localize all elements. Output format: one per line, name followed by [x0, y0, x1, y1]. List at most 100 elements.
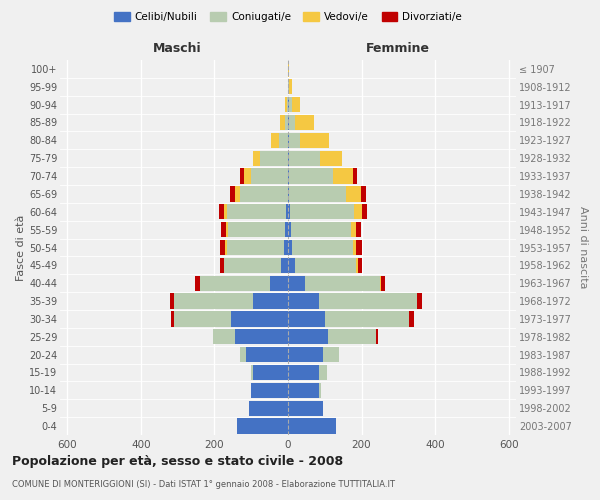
Text: Popolazione per età, sesso e stato civile - 2008: Popolazione per età, sesso e stato civil… [12, 455, 343, 468]
Bar [295, 115, 314, 130]
Text: Femmine: Femmine [367, 42, 430, 54]
Bar [290, 222, 351, 237]
Bar [220, 258, 224, 273]
Bar [171, 312, 174, 326]
Bar [354, 204, 362, 220]
Bar [289, 133, 300, 148]
Bar [319, 383, 321, 398]
Bar [353, 240, 356, 255]
Bar [253, 294, 288, 308]
Bar [356, 258, 358, 273]
Bar [174, 312, 231, 326]
Bar [251, 365, 253, 380]
Bar [287, 97, 288, 112]
Bar [417, 294, 422, 308]
Bar [300, 133, 329, 148]
Bar [235, 186, 240, 202]
Bar [295, 258, 356, 273]
Bar [224, 204, 227, 220]
Bar [251, 383, 288, 398]
Bar [288, 133, 289, 148]
Bar [286, 97, 287, 112]
Bar [225, 240, 227, 255]
Bar [292, 97, 300, 112]
Bar [285, 222, 288, 237]
Bar [346, 186, 361, 202]
Bar [356, 222, 361, 237]
Bar [333, 168, 353, 184]
Bar [351, 222, 356, 237]
Y-axis label: Fasce di età: Fasce di età [16, 214, 26, 280]
Bar [253, 365, 288, 380]
Bar [286, 204, 288, 220]
Bar [288, 62, 289, 76]
Bar [196, 276, 200, 291]
Bar [323, 347, 340, 362]
Bar [409, 312, 414, 326]
Bar [288, 150, 289, 166]
Bar [289, 79, 292, 94]
Bar [244, 168, 251, 184]
Bar [174, 294, 253, 308]
Bar [236, 418, 288, 434]
Bar [288, 312, 325, 326]
Bar [271, 133, 279, 148]
Bar [220, 240, 225, 255]
Bar [288, 258, 295, 273]
Text: Maschi: Maschi [154, 42, 202, 54]
Bar [380, 276, 385, 291]
Bar [226, 222, 228, 237]
Bar [290, 204, 354, 220]
Bar [356, 240, 362, 255]
Bar [251, 168, 288, 184]
Bar [281, 258, 288, 273]
Bar [289, 97, 292, 112]
Bar [170, 294, 174, 308]
Bar [288, 276, 305, 291]
Bar [288, 79, 289, 94]
Bar [240, 347, 246, 362]
Bar [230, 186, 235, 202]
Bar [219, 204, 224, 220]
Bar [376, 329, 378, 344]
Bar [289, 186, 346, 202]
Bar [250, 400, 288, 416]
Bar [285, 115, 288, 130]
Bar [288, 383, 319, 398]
Bar [288, 294, 319, 308]
Bar [240, 186, 288, 202]
Bar [328, 329, 376, 344]
Bar [288, 186, 289, 202]
Bar [228, 222, 285, 237]
Bar [358, 258, 362, 273]
Bar [221, 222, 226, 237]
Bar [319, 365, 326, 380]
Bar [305, 276, 380, 291]
Bar [280, 115, 285, 130]
Text: COMUNE DI MONTERIGGIONI (SI) - Dati ISTAT 1° gennaio 2008 - Elaborazione TUTTITA: COMUNE DI MONTERIGGIONI (SI) - Dati ISTA… [12, 480, 395, 489]
Bar [325, 312, 409, 326]
Bar [227, 204, 286, 220]
Bar [288, 115, 289, 130]
Bar [289, 115, 295, 130]
Y-axis label: Anni di nascita: Anni di nascita [578, 206, 589, 289]
Bar [362, 204, 367, 220]
Bar [227, 240, 284, 255]
Bar [200, 276, 269, 291]
Bar [288, 418, 336, 434]
Bar [288, 97, 289, 112]
Bar [288, 240, 292, 255]
Bar [279, 133, 288, 148]
Legend: Celibi/Nubili, Coniugati/e, Vedovi/e, Divorziati/e: Celibi/Nubili, Coniugati/e, Vedovi/e, Di… [110, 8, 466, 26]
Bar [288, 400, 323, 416]
Bar [253, 150, 260, 166]
Bar [231, 312, 288, 326]
Bar [284, 240, 288, 255]
Bar [319, 294, 417, 308]
Bar [288, 365, 319, 380]
Bar [224, 258, 281, 273]
Bar [235, 329, 288, 344]
Bar [292, 240, 353, 255]
Bar [288, 329, 328, 344]
Bar [240, 168, 244, 184]
